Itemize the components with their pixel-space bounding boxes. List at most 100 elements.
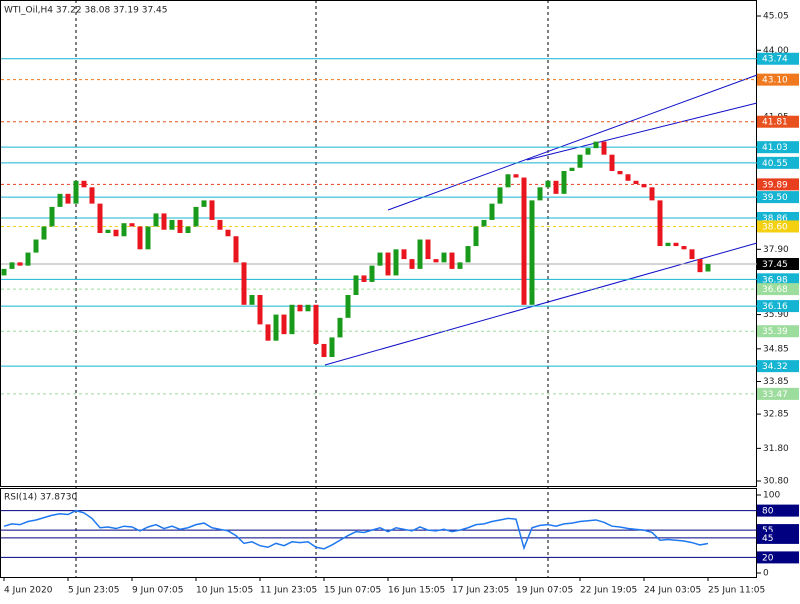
x-tick-label: 19 Jun 07:05: [516, 586, 573, 596]
level-label: 80: [762, 507, 774, 517]
x-tick-label: 17 Jun 23:05: [452, 586, 509, 596]
candle: [361, 275, 367, 282]
candle: [1, 268, 7, 276]
candle: [121, 223, 127, 237]
candle: [393, 249, 399, 276]
candle: [257, 295, 263, 325]
level-label: 20: [762, 553, 774, 563]
day-separators: [75, 0, 549, 577]
level-badge: [757, 273, 799, 286]
candle: [73, 180, 79, 204]
candle: [241, 262, 247, 305]
level-badge: [757, 258, 799, 270]
level-label: 36.98: [762, 275, 788, 285]
candle: [353, 275, 359, 295]
level-label: 36.68: [762, 285, 788, 295]
rsi-panel: [0, 488, 757, 578]
x-tick-label: 22 Jun 19:05: [580, 586, 637, 596]
candle: [561, 171, 567, 194]
candle: [673, 242, 679, 247]
candle: [441, 252, 447, 263]
candle: [457, 262, 463, 269]
level-badge: [757, 141, 799, 154]
trendlines: [324, 74, 758, 366]
candle: [345, 295, 351, 318]
candle: [193, 206, 199, 227]
rsi-line: [3, 509, 709, 551]
candle: [153, 213, 159, 227]
candle: [377, 252, 383, 266]
candle: [273, 314, 279, 341]
level-badge: [757, 178, 799, 191]
level-label: 38.86: [762, 214, 788, 224]
candle: [145, 226, 151, 250]
y-tick-label: 34.85: [763, 344, 789, 354]
candle: [545, 180, 551, 188]
level-label: 34.32: [762, 362, 788, 372]
candle: [577, 154, 583, 168]
y-tick-label: 44.00: [763, 46, 789, 56]
candle: [505, 174, 511, 188]
level-badge: [757, 504, 799, 517]
candle: [585, 148, 591, 155]
candle: [177, 219, 183, 233]
level-label: 41.81: [762, 118, 788, 128]
level-label: 39.89: [762, 180, 788, 190]
y-tick-label: 35.90: [763, 310, 789, 320]
candle: [225, 229, 231, 237]
x-tick-label: 10 Jun 15:05: [196, 586, 253, 596]
candle: [249, 295, 255, 305]
candle: [137, 226, 143, 250]
level-badge: [757, 220, 799, 233]
candle: [641, 184, 647, 188]
candle: [297, 304, 303, 312]
candle: [521, 177, 527, 305]
y-tick-label: 0: [763, 569, 769, 579]
level-badge: [757, 551, 799, 564]
level-label: 38.60: [762, 222, 788, 232]
trendline: [324, 242, 758, 366]
x-tick-label: 25 Jun 11:05: [708, 586, 765, 596]
candle: [625, 174, 631, 181]
candle: [25, 252, 31, 266]
x-tick-label: 9 Jun 07:05: [132, 586, 183, 596]
candle: [305, 304, 311, 312]
level-label: 39.50: [762, 193, 788, 203]
level-label: 37.45: [762, 260, 788, 270]
candle: [209, 200, 215, 220]
level-label: 36.16: [762, 302, 788, 312]
candle: [201, 200, 207, 207]
candle: [433, 259, 439, 263]
candle: [321, 343, 327, 357]
candle: [337, 317, 343, 338]
candle: [689, 249, 695, 260]
candle: [313, 304, 319, 344]
candle: [169, 219, 175, 230]
candle: [537, 187, 543, 201]
level-label: 43.10: [762, 76, 788, 86]
y-tick-label: 31.80: [763, 444, 789, 454]
candle: [105, 229, 111, 233]
candle: [217, 219, 223, 230]
candle: [617, 171, 623, 175]
candle: [385, 252, 391, 276]
candle: [369, 265, 375, 282]
candle: [49, 206, 55, 227]
candle: [57, 193, 63, 207]
x-tick-label: 11 Jun 23:05: [260, 586, 317, 596]
candle: [401, 249, 407, 260]
candle: [185, 226, 191, 233]
candle: [289, 304, 295, 335]
candle: [9, 262, 15, 269]
y-tick-label: 33.85: [763, 377, 789, 387]
candle: [633, 180, 639, 185]
chart-title: WTI_Oil,H4 37.22 38.08 37.19 37.45: [4, 6, 168, 16]
level-label: 55: [762, 526, 773, 536]
candle: [409, 259, 415, 269]
x-tick-label: 15 Jun 07:05: [324, 586, 381, 596]
rsi-title: RSI(14) 37.8730: [4, 493, 77, 503]
level-label: 41.03: [762, 143, 788, 153]
level-badge: [757, 191, 799, 204]
